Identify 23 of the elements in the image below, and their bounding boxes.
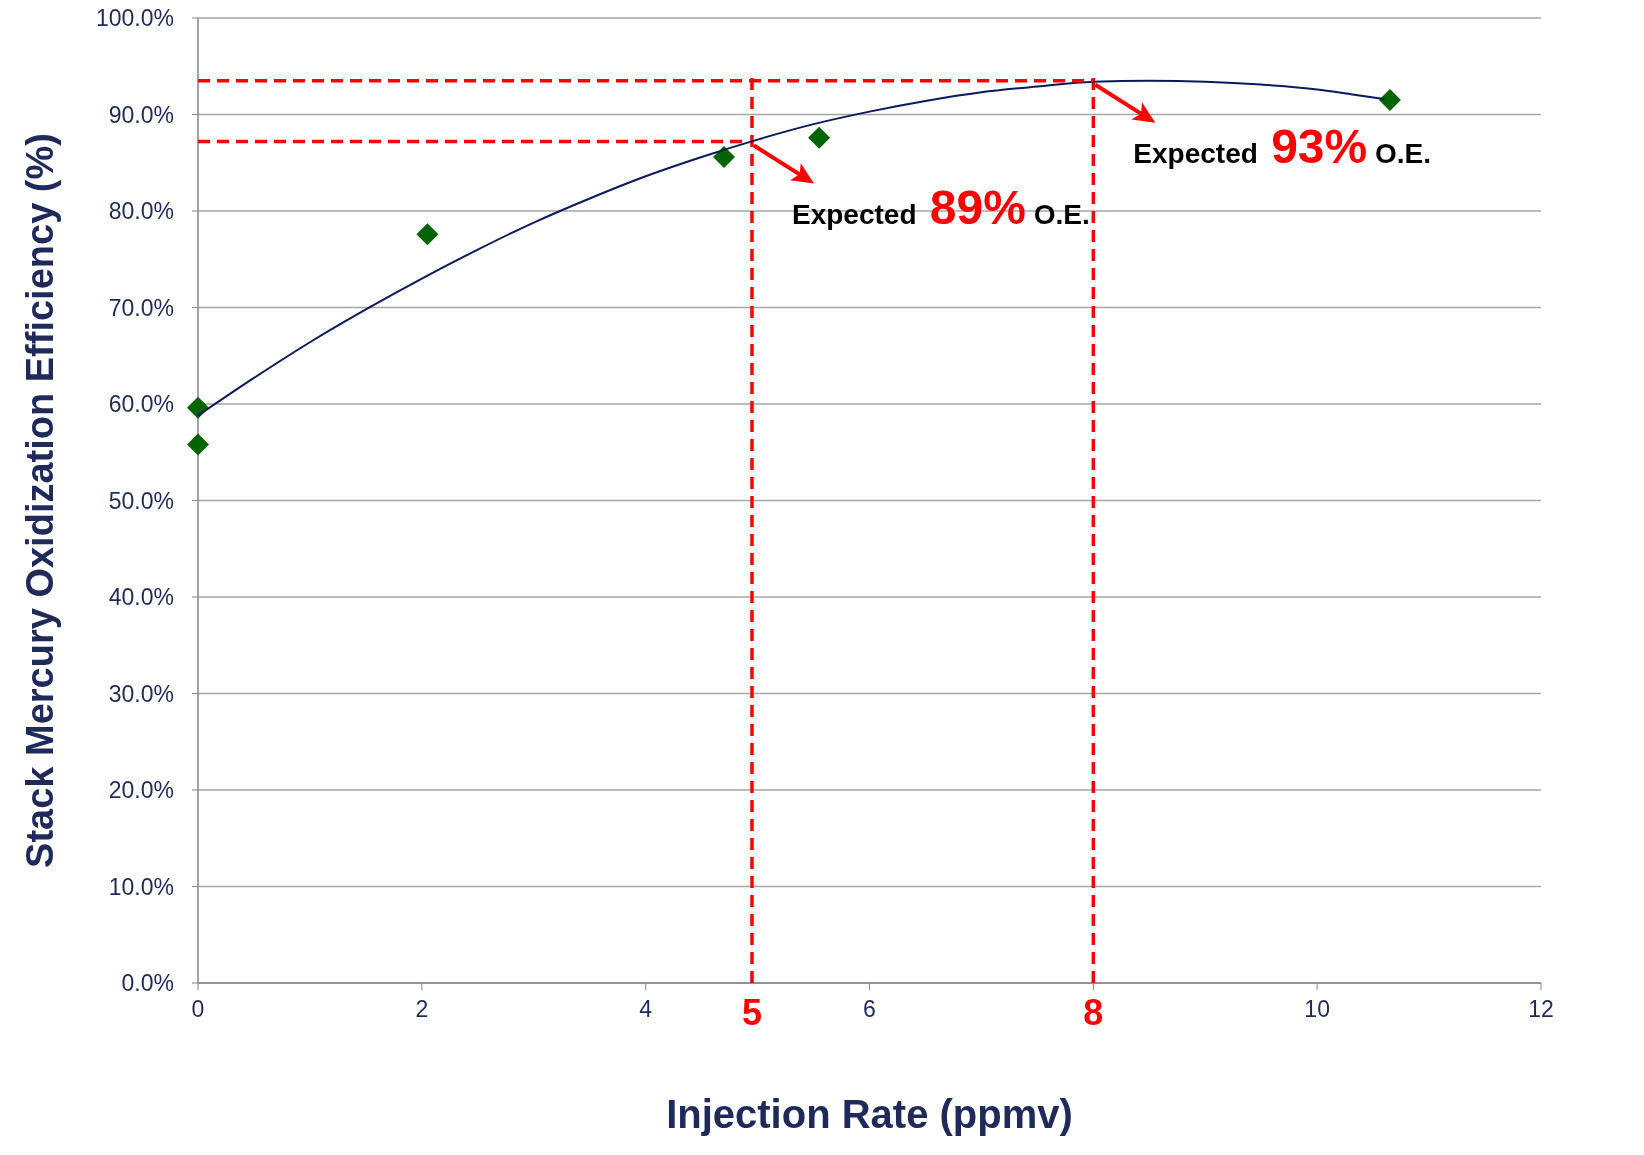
y-tick-label: 10.0% [108, 873, 174, 900]
x-tick-label: 6 [863, 996, 876, 1022]
x-tick-label: 12 [1528, 996, 1554, 1022]
annotation: Expected 93% O.E. [1133, 119, 1432, 173]
y-tick-label: 90.0% [108, 101, 174, 128]
y-tick-label: 100.0% [95, 5, 174, 32]
y-axis-title: Stack Mercury Oxidization Efficiency (%) [19, 133, 61, 868]
x-tick-label: 10 [1304, 996, 1330, 1022]
y-tick-label: 40.0% [108, 584, 174, 611]
y-tick-label: 50.0% [108, 487, 174, 514]
x-axis-title: Injection Rate (ppmv) [666, 1092, 1073, 1136]
x-tick-label: 0 [191, 996, 205, 1022]
y-tick-label: 80.0% [108, 198, 174, 225]
y-tick-label: 0.0% [121, 970, 174, 997]
x-tick-label: 4 [639, 996, 653, 1022]
y-tick-label: 60.0% [108, 391, 174, 418]
y-tick-label: 30.0% [108, 680, 174, 707]
x-tick-label: 2 [415, 996, 429, 1022]
ref-line-label: 8 [1083, 992, 1104, 1033]
annotation: Expected 89% O.E. [791, 180, 1090, 234]
y-tick-label: 70.0% [108, 294, 174, 321]
ref-line-label: 5 [741, 992, 762, 1033]
y-tick-label: 20.0% [108, 777, 174, 804]
